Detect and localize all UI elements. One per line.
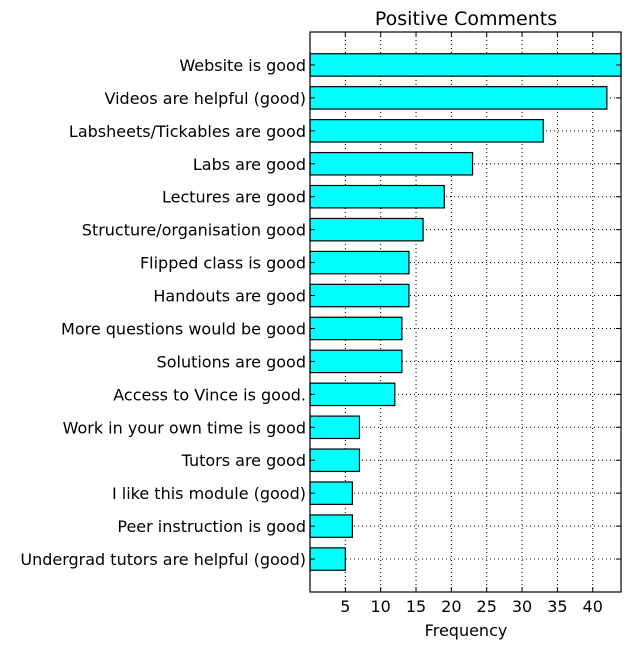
x-tick-label-5: 5 <box>340 597 350 616</box>
category-label-6: Flipped class is good <box>140 254 306 273</box>
category-label-13: I like this module (good) <box>112 484 306 503</box>
bar-13 <box>309 481 354 505</box>
axes <box>309 31 622 593</box>
bar-3 <box>309 151 474 176</box>
plot-frame <box>309 31 622 593</box>
x-tick-label-10: 10 <box>371 597 391 616</box>
category-label-3: Labs are good <box>193 155 306 174</box>
x-tick-label-30: 30 <box>512 597 532 616</box>
category-label-15: Undergrad tutors are helpful (good) <box>20 550 306 569</box>
bar-15 <box>309 547 346 571</box>
category-label-2: Labsheets/Tickables are good <box>69 122 306 141</box>
category-labels: Website is good Videos are helpful (good)… <box>20 56 306 569</box>
x-tick-label-40: 40 <box>583 597 603 616</box>
bar-0 <box>309 53 622 77</box>
x-tick-labels: 5 10 15 20 25 30 35 40 <box>340 597 603 616</box>
bar-6 <box>309 250 410 275</box>
category-label-12: Tutors are good <box>181 451 306 470</box>
x-tick-label-15: 15 <box>406 597 426 616</box>
category-label-1: Videos are helpful (good) <box>105 89 306 108</box>
grid-lines <box>310 32 621 592</box>
bar-10 <box>309 382 396 407</box>
bar-14 <box>309 514 354 538</box>
x-tick-label-20: 20 <box>441 597 461 616</box>
x-axis-label: Frequency <box>425 621 508 640</box>
category-label-0: Website is good <box>179 56 306 75</box>
category-label-11: Work in your own time is good <box>63 418 306 437</box>
bar-8 <box>309 316 403 341</box>
bar-7 <box>309 283 410 308</box>
category-label-14: Peer instruction is good <box>117 517 306 536</box>
bars <box>309 53 622 571</box>
category-label-8: More questions would be good <box>61 319 306 338</box>
bar-1 <box>309 86 608 110</box>
bar-4 <box>309 184 445 209</box>
bar-2 <box>309 119 544 143</box>
category-label-5: Structure/organisation good <box>82 221 306 240</box>
category-label-4: Lectures are good <box>162 188 306 207</box>
category-label-7: Handouts are good <box>153 287 306 306</box>
category-label-9: Solutions are good <box>157 352 306 371</box>
bar-9 <box>309 349 403 374</box>
x-tick-label-25: 25 <box>477 597 497 616</box>
category-label-10: Access to Vince is good. <box>113 385 306 404</box>
x-tick-label-35: 35 <box>547 597 567 616</box>
bar-11 <box>309 415 361 440</box>
bar-12 <box>309 448 361 473</box>
bar-5 <box>309 217 424 242</box>
chart-title: Positive Comments <box>375 8 557 30</box>
